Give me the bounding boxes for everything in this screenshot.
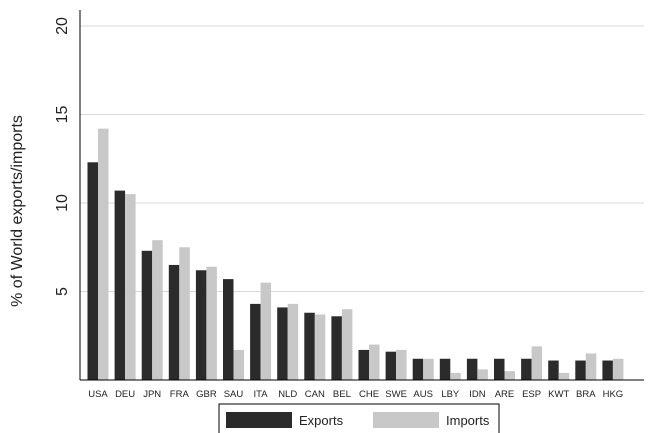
legend-swatch-exports [226, 412, 292, 428]
bar-imports-ita [260, 282, 272, 380]
x-tick-label: KWT [548, 389, 569, 400]
bar-imports-usa [98, 128, 109, 380]
bar-exports-lby [439, 358, 451, 380]
x-tick-label: AUS [413, 389, 433, 400]
bar-imports-nld [287, 303, 299, 380]
x-tick-label: SAU [224, 389, 244, 400]
bar-exports-ita [250, 303, 261, 380]
bar-exports-idn [466, 358, 478, 380]
bar-exports-deu [114, 190, 126, 380]
y-tick-label: 15 [54, 106, 71, 124]
y-axis-title: % of World exports/imports [9, 115, 26, 307]
legend-swatch-imports [373, 412, 439, 428]
y-tick-label: 20 [54, 17, 71, 35]
legend-label-exports: Exports [299, 413, 344, 428]
x-tick-label: BEL [333, 389, 351, 400]
bar-imports-bra [585, 353, 597, 380]
x-tick-label: HKG [603, 389, 624, 400]
bar-exports-can [304, 312, 315, 380]
bar-exports-sau [223, 279, 234, 380]
y-axis-ticks: 5 10 15 20 [54, 17, 71, 296]
bars [87, 128, 624, 380]
bar-imports-che [369, 344, 380, 380]
bar-imports-deu [125, 194, 136, 380]
bar-imports-are [504, 371, 515, 380]
gridlines [80, 25, 644, 292]
bar-exports-nld [277, 307, 288, 380]
x-tick-label: LBY [441, 389, 460, 400]
legend-label-imports: Imports [446, 413, 490, 428]
bar-imports-swe [396, 349, 407, 380]
bar-imports-gbr [206, 266, 217, 380]
bar-imports-jpn [152, 240, 163, 380]
x-tick-label: ESP [522, 389, 541, 400]
bar-imports-idn [477, 369, 488, 380]
bar-exports-che [358, 349, 369, 380]
bar-imports-lby [450, 372, 461, 380]
bar-imports-aus [423, 358, 434, 380]
bar-exports-are [494, 358, 505, 380]
bar-imports-fra [179, 247, 190, 380]
x-tick-label: DEU [115, 389, 135, 400]
legend: Exports Imports [218, 403, 500, 433]
x-tick-label: BRA [576, 389, 596, 400]
x-axis-labels: USA DEU JPN FRA GBR SAU ITA NLD CAN BEL CHE SWE AUS L… [88, 389, 623, 400]
x-tick-label: ARE [495, 389, 515, 400]
bar-exports-fra [168, 264, 180, 380]
x-tick-label: ITA [254, 389, 269, 400]
bar-exports-jpn [141, 250, 153, 380]
x-tick-label: FRA [170, 389, 190, 400]
bar-exports-gbr [195, 270, 207, 380]
x-tick-label: USA [88, 389, 108, 400]
plot-frame [79, 10, 644, 381]
bar-imports-sau [233, 349, 244, 380]
x-tick-label: NLD [278, 389, 297, 400]
x-tick-label: GBR [196, 389, 217, 400]
x-tick-label: CHE [359, 389, 379, 400]
x-tick-label: CAN [305, 389, 325, 400]
bar-exports-swe [385, 351, 397, 380]
bar-exports-usa [87, 162, 98, 380]
y-tick-label: 5 [54, 287, 71, 296]
bar-exports-aus [412, 358, 424, 380]
bar-imports-hkg [612, 358, 624, 380]
bar-imports-can [314, 314, 326, 380]
x-tick-label: IDN [469, 389, 486, 400]
y-tick-label: 10 [54, 194, 71, 212]
bar-exports-kwt [548, 360, 559, 380]
x-tick-label: SWE [385, 389, 407, 400]
bar-exports-bel [331, 316, 342, 380]
bar-imports-kwt [558, 372, 570, 380]
bar-exports-hkg [602, 360, 613, 380]
x-tick-label: JPN [143, 389, 161, 400]
bar-exports-esp [521, 358, 532, 380]
bar-imports-bel [341, 309, 353, 380]
bar-imports-esp [531, 346, 543, 380]
bar-exports-bra [575, 360, 586, 380]
